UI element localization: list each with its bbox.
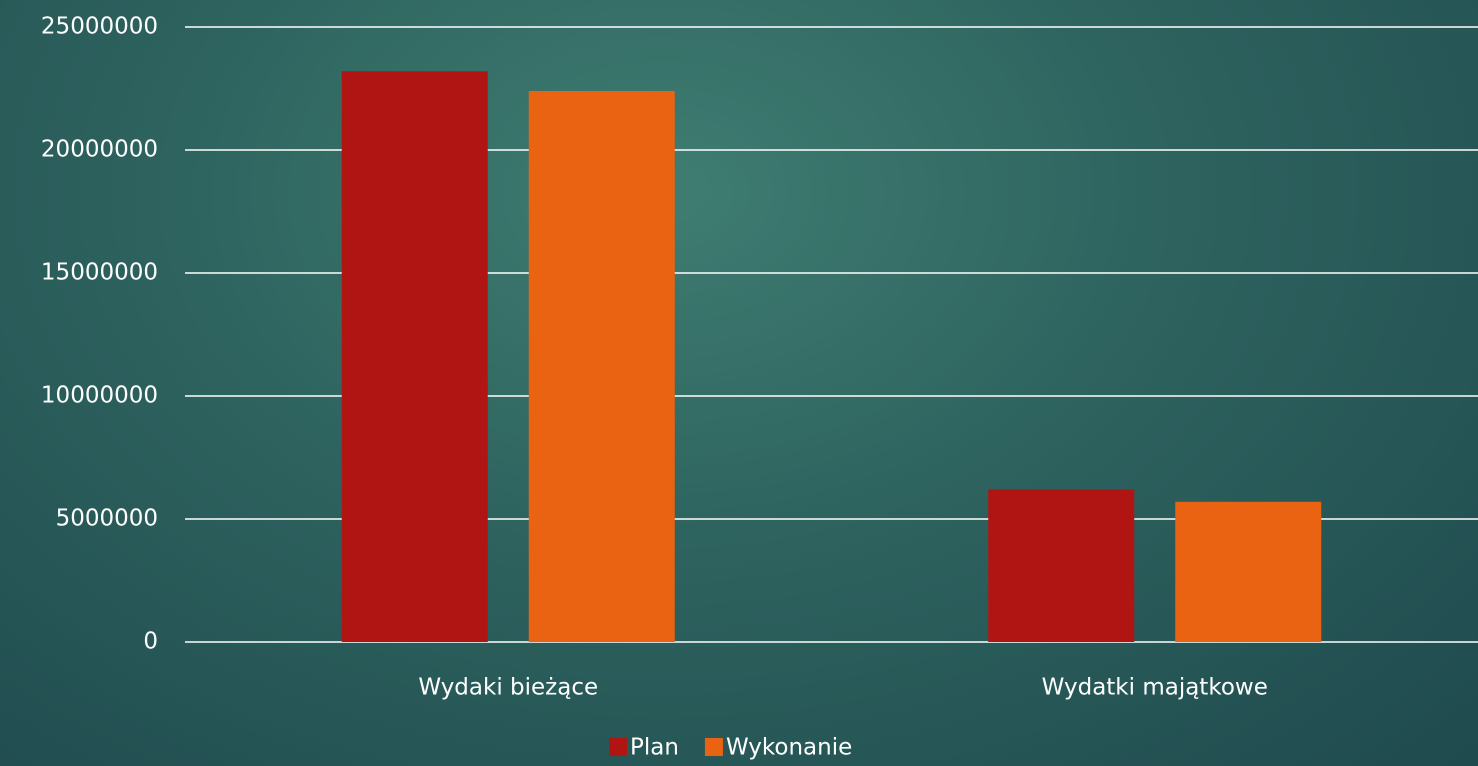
y-tick-label: 0 — [143, 629, 158, 655]
y-tick-label: 20000000 — [41, 137, 158, 163]
y-tick-label: 10000000 — [41, 383, 158, 409]
bar — [1175, 501, 1322, 642]
y-tick-label: 5000000 — [56, 506, 158, 532]
x-tick-label: Wydaki bieżące — [418, 675, 598, 701]
y-tick-label: 25000000 — [41, 14, 158, 40]
legend-label: Plan — [630, 735, 679, 761]
bar — [988, 489, 1135, 642]
legend-swatch — [704, 738, 723, 756]
legend-swatch — [609, 738, 627, 756]
bar — [341, 71, 488, 642]
y-tick-label: 15000000 — [41, 260, 158, 286]
bar — [528, 90, 675, 642]
legend-label: Wykonanie — [726, 735, 852, 761]
x-tick-label: Wydatki majątkowe — [1042, 675, 1268, 701]
